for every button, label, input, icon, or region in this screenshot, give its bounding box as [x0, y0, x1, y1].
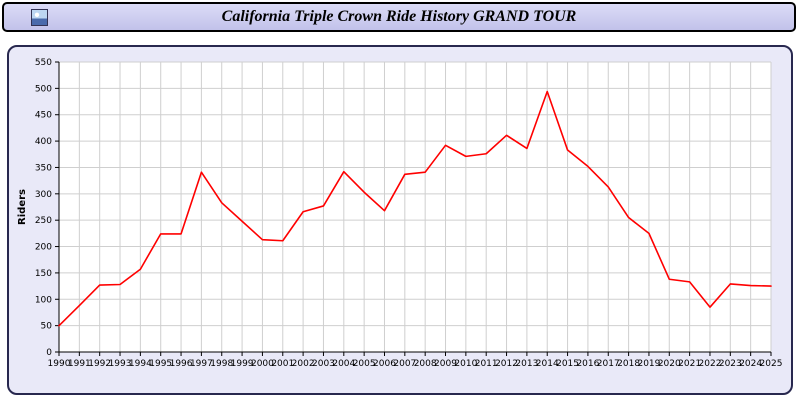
svg-text:1996: 1996 [170, 359, 193, 369]
svg-text:0: 0 [46, 348, 52, 358]
svg-text:2025: 2025 [760, 359, 783, 369]
svg-text:2017: 2017 [597, 359, 620, 369]
svg-text:2004: 2004 [332, 359, 355, 369]
svg-text:2010: 2010 [454, 359, 477, 369]
svg-text:2020: 2020 [658, 359, 681, 369]
svg-text:2002: 2002 [292, 359, 315, 369]
svg-text:400: 400 [35, 137, 52, 147]
svg-text:2015: 2015 [556, 359, 579, 369]
svg-text:200: 200 [35, 243, 52, 253]
svg-text:1995: 1995 [149, 359, 172, 369]
page-title: California Triple Crown Ride History GRA… [221, 8, 577, 25]
svg-text:1998: 1998 [210, 359, 233, 369]
svg-text:450: 450 [35, 111, 52, 121]
svg-text:2001: 2001 [271, 359, 294, 369]
chart-panel: 0 50 100 150 200 250 300 350 400 450 500 550 1990 199… [7, 45, 793, 395]
svg-text:350: 350 [35, 163, 52, 173]
svg-text:2018: 2018 [617, 359, 640, 369]
svg-text:2011: 2011 [475, 359, 498, 369]
svg-text:2016: 2016 [576, 359, 599, 369]
svg-text:250: 250 [35, 216, 52, 226]
svg-text:2007: 2007 [393, 359, 416, 369]
svg-text:150: 150 [35, 269, 52, 279]
svg-text:Riders: Riders [17, 189, 28, 225]
svg-text:2006: 2006 [373, 359, 396, 369]
header-logo-icon [31, 9, 48, 26]
svg-text:2008: 2008 [414, 359, 437, 369]
svg-text:2012: 2012 [495, 359, 518, 369]
svg-text:100: 100 [35, 295, 52, 305]
svg-text:1991: 1991 [68, 359, 91, 369]
svg-text:1992: 1992 [88, 359, 111, 369]
svg-text:2009: 2009 [434, 359, 457, 369]
svg-text:2013: 2013 [515, 359, 538, 369]
svg-text:2024: 2024 [739, 359, 762, 369]
ride-history-line-chart: 0501001502002503003504004505005501990199… [17, 58, 783, 369]
svg-text:2019: 2019 [637, 359, 660, 369]
svg-text:1999: 1999 [231, 359, 254, 369]
svg-text:2023: 2023 [719, 359, 742, 369]
title-bar: California Triple Crown Ride History GRA… [2, 2, 796, 32]
svg-text:2005: 2005 [353, 359, 376, 369]
svg-text:2021: 2021 [678, 359, 701, 369]
svg-text:1993: 1993 [109, 359, 132, 369]
svg-text:300: 300 [35, 190, 52, 200]
svg-text:550: 550 [35, 58, 52, 68]
svg-text:1990: 1990 [48, 359, 71, 369]
svg-text:1997: 1997 [190, 359, 213, 369]
svg-text:50: 50 [41, 322, 53, 332]
svg-text:2014: 2014 [536, 359, 559, 369]
svg-text:2022: 2022 [699, 359, 722, 369]
svg-text:2000: 2000 [251, 359, 274, 369]
svg-text:1994: 1994 [129, 359, 152, 369]
svg-text:500: 500 [35, 84, 52, 94]
svg-text:2003: 2003 [312, 359, 335, 369]
